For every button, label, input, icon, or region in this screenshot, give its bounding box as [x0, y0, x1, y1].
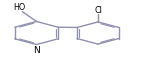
Text: Cl: Cl — [94, 6, 102, 15]
Text: HO: HO — [13, 3, 25, 12]
Text: N: N — [33, 46, 40, 55]
